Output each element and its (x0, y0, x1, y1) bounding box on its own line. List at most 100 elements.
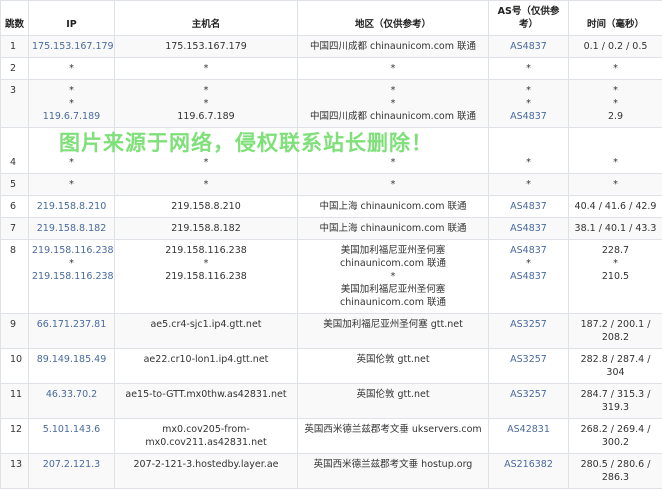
hop-cell: 1 (0, 35, 29, 58)
ip-link[interactable]: 219.158.116.238 (32, 271, 114, 282)
as-cell: AS4837 (488, 195, 569, 218)
region-cell-line: 美国加利福尼亚州圣何塞 gtt.net (323, 319, 463, 330)
host-cell: 207-2-121-3.hostedby.layer.ae (114, 453, 298, 489)
as-cell: AS4837 * AS4837 (488, 239, 569, 314)
table-row: 11 46.33.70.2 ae15-to-GTT.mx0thw.as42831.n… (0, 383, 662, 419)
time-cell: 228.7 * 210.5 (568, 239, 662, 314)
ip-cell: 219.158.8.210 (28, 195, 115, 218)
table-row: 7 219.158.8.182 219.158.8.182 中国上海 chinauni… (0, 217, 662, 240)
as-cell-line: * (526, 157, 531, 168)
time-cell: 187.2 / 200.1 / 208.2 (568, 313, 662, 349)
ip-cell: 219.158.116.238 * 219.158.116.238 (28, 239, 115, 314)
time-cell-line: 208.2 (601, 332, 630, 343)
ip-link[interactable]: 175.153.167.179 (32, 41, 114, 52)
table-row: 5 * * * * * (0, 173, 662, 196)
ip-cell: 46.33.70.2 (28, 383, 115, 419)
time-cell-line: * (613, 63, 618, 74)
as-link[interactable]: AS4837 (510, 223, 547, 234)
as-link[interactable]: AS3257 (510, 354, 547, 365)
table-row: 2 * * * * * (0, 57, 662, 80)
region-cell-line: 中国上海 chinaunicom.com 联通 (319, 201, 467, 212)
hop-number: 1 (10, 41, 17, 52)
table-row: 1 175.153.167.179 175.153.167.179 中国四川成都 ch… (0, 35, 662, 58)
hop-number: 5 (10, 179, 17, 190)
host-cell-line: 219.158.8.182 (171, 223, 241, 234)
hop-cell: 13 (0, 453, 29, 489)
header-hop: 跳数 (0, 0, 29, 36)
ip-link[interactable]: 207.2.121.3 (42, 459, 101, 470)
ip-cell-line: * (69, 258, 74, 269)
host-cell-line: 219.158.116.238 (165, 245, 247, 256)
host-cell: * * 119.6.7.189 (114, 79, 298, 128)
time-cell-line: 284.7 / 315.3 / (580, 389, 651, 400)
hop-cell: 2 (0, 57, 29, 80)
table-header: 跳数 IP 主机名 地区（仅供参考） AS号（仅供参考） 时间（毫秒） (0, 0, 662, 36)
as-cell: AS4837 (488, 35, 569, 58)
region-cell: * (297, 127, 489, 174)
as-link[interactable]: AS4837 (510, 271, 547, 282)
as-cell: * * AS4837 (488, 79, 569, 128)
as-link[interactable]: AS216382 (504, 459, 553, 470)
hop-number: 9 (10, 319, 17, 330)
ip-link[interactable]: 119.6.7.189 (42, 111, 101, 122)
ip-link[interactable]: 46.33.70.2 (45, 389, 98, 400)
time-cell-line: 2.9 (607, 111, 624, 122)
as-link[interactable]: AS4837 (510, 111, 547, 122)
ip-link[interactable]: 219.158.116.238 (32, 245, 114, 256)
as-cell: AS3257 (488, 348, 569, 384)
as-link[interactable]: AS42831 (507, 424, 550, 435)
hop-number: 10 (10, 354, 23, 365)
header-ip: IP (28, 0, 115, 36)
time-cell-line: * (613, 258, 618, 269)
region-cell-line: 英国西米德兰兹郡考文垂 ukservers.com (304, 424, 482, 435)
host-cell-line: * (203, 63, 209, 74)
time-cell-line: * (613, 85, 618, 96)
as-cell-line: * (526, 85, 531, 96)
ip-link[interactable]: 219.158.8.210 (36, 201, 107, 212)
hop-cell: 5 (0, 173, 29, 196)
region-cell-line: 中国上海 chinaunicom.com 联通 (319, 223, 467, 234)
header-host: 主机名 (114, 0, 298, 36)
region-cell: 英国伦敦 gtt.net (297, 383, 489, 419)
region-cell-line: * (390, 179, 396, 190)
time-cell-line: 319.3 (601, 402, 630, 413)
hop-number: 6 (10, 201, 17, 212)
time-cell-line: 300.2 (601, 437, 630, 448)
ip-link[interactable]: 89.149.185.49 (36, 354, 107, 365)
host-cell-line: ae15-to-GTT.mx0thw.as42831.net (125, 389, 287, 400)
ip-link[interactable]: 5.101.143.6 (42, 424, 101, 435)
ip-cell: 219.158.8.182 (28, 217, 115, 240)
host-cell-line: 175.153.167.179 (165, 41, 247, 52)
region-cell: 英国西米德兰兹郡考文垂 hostup.org (297, 453, 489, 489)
host-cell: 175.153.167.179 (114, 35, 298, 58)
time-cell: * * 2.9 (568, 79, 662, 128)
as-link[interactable]: AS4837 (510, 41, 547, 52)
region-cell-line: 美国加利福尼亚州圣何塞 (340, 245, 446, 256)
as-link[interactable]: AS3257 (510, 389, 547, 400)
ip-cell-line: * (69, 85, 74, 96)
as-cell: * (488, 173, 569, 196)
table-row: 13 207.2.121.3 207-2-121-3.hostedby.layer.… (0, 453, 662, 489)
time-cell-line: 268.2 / 269.4 / (580, 424, 651, 435)
as-link[interactable]: AS4837 (510, 201, 547, 212)
hop-number: 13 (10, 459, 23, 470)
as-link[interactable]: AS3257 (510, 319, 547, 330)
host-cell-line: ae22.cr10-lon1.ip4.gtt.net (143, 354, 269, 365)
ip-cell: * (28, 173, 115, 196)
time-cell-line: * (613, 179, 618, 190)
as-link[interactable]: AS4837 (510, 245, 547, 256)
ip-cell: 66.171.237.81 (28, 313, 115, 349)
region-cell-line: * (390, 157, 396, 168)
hop-cell: 9 (0, 313, 29, 349)
hop-cell: 8 (0, 239, 29, 314)
region-cell-line: * (390, 85, 396, 96)
host-cell-line: * (203, 98, 209, 109)
ip-link[interactable]: 219.158.8.182 (36, 223, 107, 234)
time-cell-line: 286.3 (601, 472, 630, 483)
region-cell-line: 中国四川成都 chinaunicom.com 联通 (309, 111, 477, 122)
region-cell-line: 英国伦敦 gtt.net (356, 389, 430, 400)
ip-link[interactable]: 66.171.237.81 (36, 319, 107, 330)
as-cell-line: * (526, 258, 531, 269)
time-cell: 40.4 / 41.6 / 42.9 (568, 195, 662, 218)
hop-cell: 10 (0, 348, 29, 384)
